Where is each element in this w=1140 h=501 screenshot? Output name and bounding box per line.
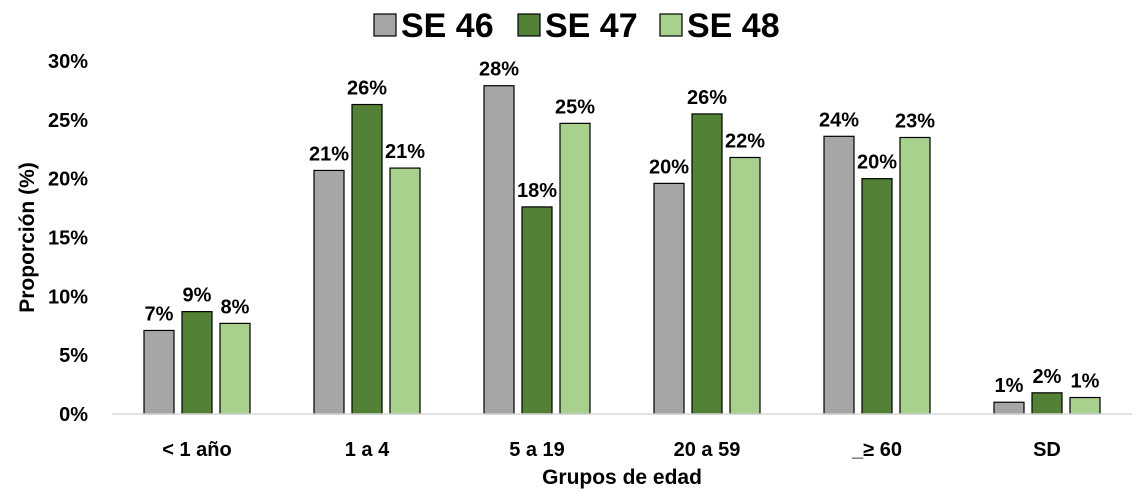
x-tick-label: _≥ 60 bbox=[851, 439, 902, 461]
y-tick-label: 10% bbox=[48, 286, 88, 308]
y-tick-label: 25% bbox=[48, 110, 88, 132]
data-label: 26% bbox=[347, 78, 387, 100]
data-label: 8% bbox=[221, 296, 250, 318]
bars bbox=[143, 85, 1101, 415]
x-tick-label: 5 a 19 bbox=[509, 439, 565, 461]
y-tick-label: 20% bbox=[48, 169, 88, 191]
data-label: 1% bbox=[1071, 371, 1100, 393]
data-label: 21% bbox=[385, 141, 425, 163]
bar bbox=[389, 167, 421, 415]
bar bbox=[691, 113, 723, 415]
bar bbox=[181, 311, 213, 415]
data-label: 21% bbox=[309, 143, 349, 165]
x-axis-title: Grupos de edad bbox=[542, 466, 702, 489]
y-tick-label: 15% bbox=[48, 228, 88, 250]
data-labels: 7% 21% 28% 20% 24% 1% 9% 26% 18% 26% 20% 2% 8% 21% 25%… bbox=[145, 59, 1100, 398]
data-label: 2% bbox=[1033, 366, 1062, 388]
y-axis-ticks: 0% 5% 10% 15% 20% 25% 30% bbox=[48, 51, 88, 426]
legend-label: SE 47 bbox=[545, 7, 638, 45]
bar bbox=[729, 156, 761, 415]
x-tick-label: 20 a 59 bbox=[674, 439, 741, 461]
x-tick-label: SD bbox=[1033, 439, 1061, 461]
bar bbox=[823, 135, 855, 415]
data-label: 18% bbox=[517, 180, 557, 202]
legend-label: SE 46 bbox=[401, 7, 494, 45]
legend-swatch bbox=[373, 13, 397, 37]
bar bbox=[653, 182, 685, 415]
y-tick-label: 5% bbox=[59, 345, 88, 367]
data-label: 7% bbox=[145, 303, 174, 325]
bar bbox=[861, 178, 893, 415]
bar bbox=[313, 169, 345, 415]
bar bbox=[483, 85, 515, 415]
bar bbox=[899, 136, 931, 415]
bar bbox=[521, 206, 553, 415]
y-tick-label: 0% bbox=[59, 404, 88, 426]
legend-swatch bbox=[517, 13, 541, 37]
data-label: 24% bbox=[819, 109, 859, 131]
y-tick-label: 30% bbox=[48, 51, 88, 73]
bar bbox=[351, 103, 383, 415]
data-label: 25% bbox=[555, 96, 595, 118]
bar bbox=[1031, 392, 1063, 415]
data-label: 9% bbox=[183, 285, 212, 307]
data-label: 23% bbox=[895, 110, 935, 132]
x-tick-label: < 1 año bbox=[162, 439, 231, 461]
legend-swatch bbox=[659, 13, 683, 37]
data-label: 20% bbox=[649, 156, 689, 178]
x-axis-ticks: < 1 año 1 a 4 5 a 19 20 a 59 _≥ 60 SD bbox=[162, 439, 1061, 461]
data-label: 28% bbox=[479, 59, 519, 81]
data-label: 20% bbox=[857, 152, 897, 174]
data-label: 22% bbox=[725, 130, 765, 152]
data-label: 26% bbox=[687, 87, 727, 109]
bar bbox=[143, 329, 175, 415]
data-label: 1% bbox=[995, 375, 1024, 397]
legend-label: SE 48 bbox=[687, 7, 780, 45]
x-tick-label: 1 a 4 bbox=[345, 439, 390, 461]
y-axis-title: Proporción (%) bbox=[16, 162, 39, 313]
bar bbox=[219, 322, 251, 415]
bar bbox=[993, 401, 1025, 415]
bar bbox=[1069, 396, 1101, 415]
legend: SE 46 SE 47 SE 48 bbox=[373, 7, 780, 45]
bar bbox=[559, 122, 591, 415]
